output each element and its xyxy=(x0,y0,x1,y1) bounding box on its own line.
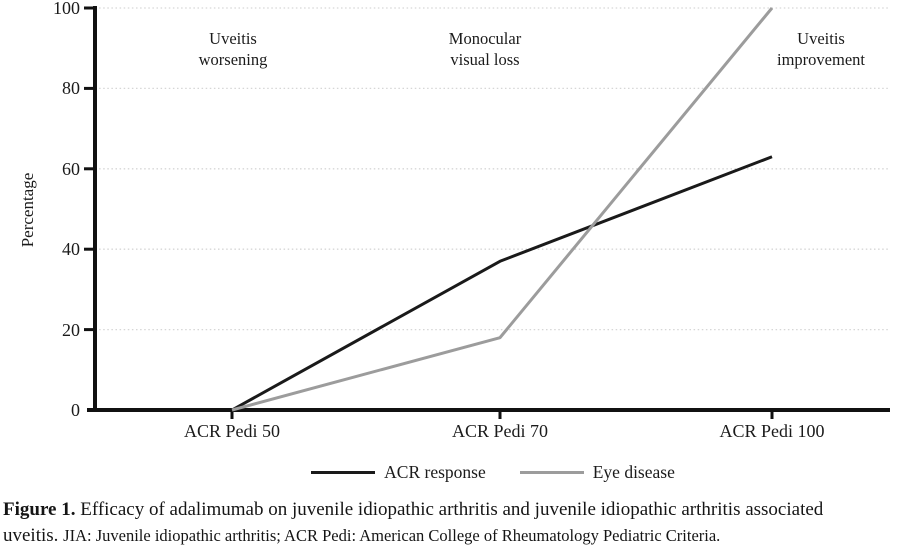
legend-item-1: ACR response xyxy=(311,461,486,483)
figure-caption-label: Figure 1. xyxy=(3,499,76,520)
annotation-3: Uveitis improvement xyxy=(777,29,865,69)
line-chart xyxy=(84,6,890,419)
legend-label: Eye disease xyxy=(592,462,675,482)
annotation-1: Uveitis worsening xyxy=(198,29,268,69)
legend-label: ACR response xyxy=(384,462,486,482)
y-tick-label-20: 20 xyxy=(62,319,80,340)
y-tick-label-80: 80 xyxy=(62,78,80,99)
y-tick-label-100: 100 xyxy=(53,0,80,18)
legend-item-2: Eye disease xyxy=(519,461,675,483)
legend-line-swatch xyxy=(311,470,376,474)
series-line-eye-disease xyxy=(231,7,774,412)
x-tick-label-1: ACR Pedi 50 xyxy=(183,421,280,441)
y-tick-label-40: 40 xyxy=(62,239,80,260)
x-tick-label-2: ACR Pedi 70 xyxy=(451,421,548,441)
y-tick-label-0: 0 xyxy=(71,400,80,420)
x-tick-label-3: ACR Pedi 100 xyxy=(719,421,825,441)
annotation-2: Monocular visual loss xyxy=(448,29,522,69)
series-line-acr-response xyxy=(231,155,773,412)
figure-caption-note: JIA: Juvenile idiopathic arthritis; ACR … xyxy=(63,526,721,545)
y-tick-label-60: 60 xyxy=(62,158,80,179)
legend-line-swatch xyxy=(519,470,584,474)
chart-legend: ACR response Eye disease xyxy=(86,459,900,485)
figure-caption: Figure 1. Efficacy of adalimumab on juve… xyxy=(3,497,863,549)
figure-caption-text: Efficacy of adalimumab on juvenile idiop… xyxy=(3,499,824,546)
